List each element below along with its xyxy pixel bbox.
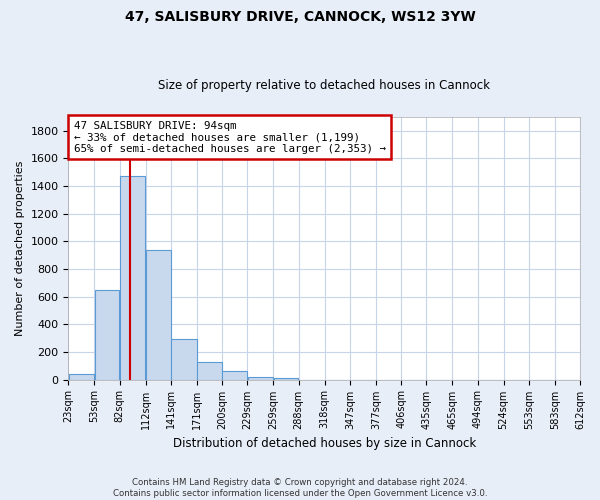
Bar: [146, 250, 170, 380]
Bar: [171, 340, 197, 380]
Bar: [68, 374, 94, 380]
Text: 47, SALISBURY DRIVE, CANNOCK, WS12 3YW: 47, SALISBURY DRIVE, CANNOCK, WS12 3YW: [125, 10, 475, 24]
Text: 47 SALISBURY DRIVE: 94sqm
← 33% of detached houses are smaller (1,199)
65% of se: 47 SALISBURY DRIVE: 94sqm ← 33% of detac…: [74, 120, 386, 154]
Bar: [274, 378, 298, 380]
Text: Contains HM Land Registry data © Crown copyright and database right 2024.
Contai: Contains HM Land Registry data © Crown c…: [113, 478, 487, 498]
Title: Size of property relative to detached houses in Cannock: Size of property relative to detached ho…: [158, 79, 490, 92]
X-axis label: Distribution of detached houses by size in Cannock: Distribution of detached houses by size …: [173, 437, 476, 450]
Y-axis label: Number of detached properties: Number of detached properties: [15, 160, 25, 336]
Bar: [223, 372, 247, 380]
Bar: [197, 362, 222, 380]
Bar: [120, 176, 145, 380]
Bar: [95, 290, 119, 380]
Bar: [248, 376, 273, 380]
